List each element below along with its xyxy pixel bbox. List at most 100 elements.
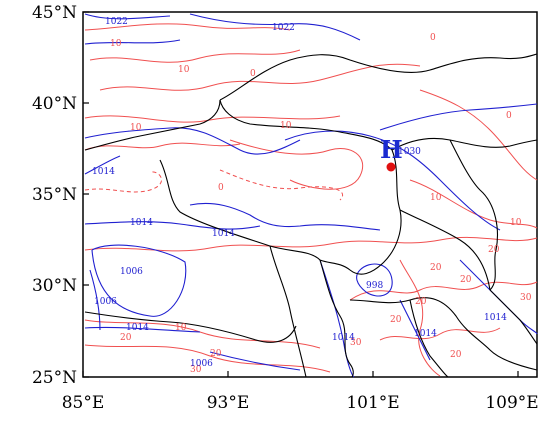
blue-contour-label: 1006 <box>120 267 143 277</box>
red-contour-label: 10 <box>175 323 187 333</box>
lat-label: 30°N <box>32 276 77 296</box>
red-contour-label: 0 <box>430 33 436 43</box>
red-contour-label: 20 <box>460 275 472 285</box>
plot-area <box>82 11 538 378</box>
border-line <box>269 245 307 378</box>
red-contour <box>419 89 538 181</box>
lat-label: 25°N <box>32 368 77 388</box>
border-line <box>84 311 297 343</box>
border-line <box>391 137 538 151</box>
red-contour-label: 10 <box>510 218 522 228</box>
red-contour <box>84 319 321 349</box>
blue-contour <box>189 202 381 231</box>
blue-contour-labels: 1022 1022 1014 1014 1014 1006 1006 1014 … <box>92 17 507 369</box>
blue-contour-label: 1030 <box>398 147 421 157</box>
blue-contour-label: 1022 <box>272 23 295 33</box>
high-pressure-marker-icon <box>386 162 396 172</box>
blue-contour-label: 1014 <box>332 333 355 343</box>
border-line <box>319 149 402 275</box>
blue-contour <box>356 263 393 297</box>
red-contour-label: 30 <box>520 293 532 303</box>
blue-contour-label: 1014 <box>130 218 153 228</box>
red-contour-label: 10 <box>280 121 292 131</box>
red-contour <box>379 327 501 341</box>
blue-contour <box>84 155 121 175</box>
red-contour <box>349 281 538 301</box>
blue-contour <box>189 13 361 41</box>
red-dashed-contour <box>84 171 162 193</box>
temperature-contours <box>84 23 538 377</box>
lon-label: 85°E <box>62 393 105 413</box>
red-contour-label: 20 <box>430 263 442 273</box>
lat-label: 40°N <box>32 94 77 114</box>
blue-contour <box>89 269 101 331</box>
blue-contour-label: 1014 <box>484 313 507 323</box>
red-contour <box>84 142 241 151</box>
blue-contour-label: 1014 <box>92 167 115 177</box>
blue-contour <box>84 221 261 230</box>
lon-label: 109°E <box>485 393 538 413</box>
lon-label: 101°E <box>346 393 399 413</box>
border-line <box>349 297 538 371</box>
red-contour-label: 10 <box>110 39 122 49</box>
blue-contour-label: 1014 <box>212 229 235 239</box>
border-line <box>159 159 321 261</box>
blue-contour-label: 1014 <box>414 329 437 339</box>
blue-contour <box>84 127 301 155</box>
red-contour <box>99 63 421 91</box>
red-contour-label: 20 <box>210 349 222 359</box>
red-contour-label: 30 <box>350 338 362 348</box>
red-contour-label: 0 <box>250 69 256 79</box>
blue-contour <box>379 103 538 131</box>
blue-contour-label: 998 <box>366 281 383 291</box>
red-contour-label: 0 <box>506 111 512 121</box>
red-contour-label: 0 <box>218 183 224 193</box>
blue-contour <box>399 299 431 361</box>
red-contour-label: 10 <box>178 65 190 75</box>
blue-contour <box>209 351 301 371</box>
red-contour-labels: 10 10 10 20 20 20 30 30 30 10 20 10 10 2… <box>110 33 532 375</box>
blue-contour-label: 1006 <box>94 297 117 307</box>
red-contour <box>229 139 364 190</box>
red-contour <box>409 179 538 229</box>
axis-ticks <box>82 11 519 378</box>
blue-contour-label: 1014 <box>126 323 149 333</box>
border-line <box>399 209 491 291</box>
lon-label: 93°E <box>207 393 250 413</box>
border-line <box>219 99 393 151</box>
longitude-labels: 85°E 93°E 101°E 109°E <box>62 393 539 413</box>
border-line <box>409 299 449 378</box>
border-line <box>219 53 538 101</box>
red-contour <box>89 49 301 63</box>
red-contour <box>84 236 538 252</box>
high-pressure-center: H <box>380 135 403 172</box>
province-borders <box>84 53 538 378</box>
red-contour-label: 20 <box>415 297 427 307</box>
red-contour-label: 20 <box>390 315 402 325</box>
high-pressure-label: H <box>380 135 403 164</box>
blue-contour <box>84 13 171 20</box>
red-contour-label: 20 <box>120 333 132 343</box>
red-contour <box>399 259 441 377</box>
lat-label: 35°N <box>32 185 77 205</box>
red-contour-label: 30 <box>190 365 202 375</box>
pressure-contours <box>84 13 538 378</box>
red-contour-label: 10 <box>430 193 442 203</box>
latitude-labels: 45°N 40°N 35°N 30°N 25°N <box>32 3 77 388</box>
red-contour-label: 10 <box>130 123 142 133</box>
red-contour-label: 20 <box>450 350 462 360</box>
blue-contour <box>84 326 201 333</box>
red-contour <box>84 344 331 373</box>
blue-contour <box>91 244 187 317</box>
red-contour-label: 20 <box>488 245 500 255</box>
blue-contour <box>284 130 501 231</box>
red-contour <box>84 23 291 31</box>
blue-contour-label: 1022 <box>105 17 128 27</box>
lat-label: 45°N <box>32 3 77 23</box>
blue-contour <box>84 39 181 45</box>
border-line <box>319 259 354 378</box>
border-line <box>84 99 221 151</box>
plot-frame <box>82 11 538 378</box>
blue-contour-label: 1006 <box>190 359 213 369</box>
